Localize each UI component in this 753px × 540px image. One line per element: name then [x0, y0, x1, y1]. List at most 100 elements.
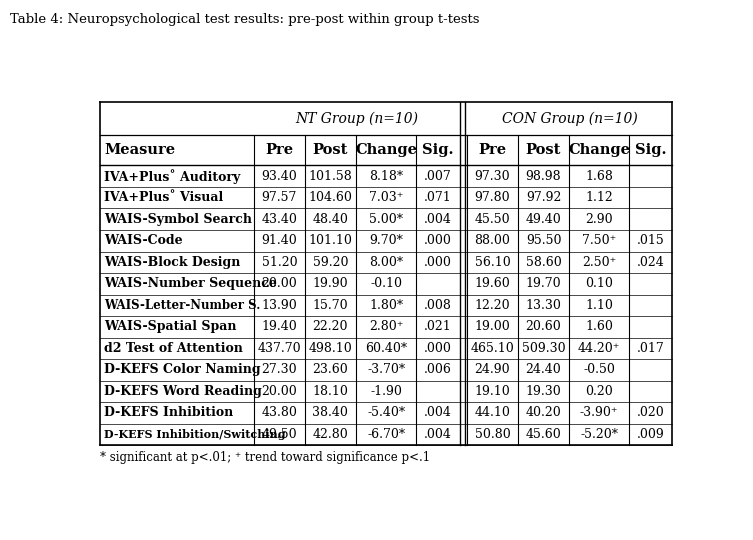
Text: 43.40: 43.40	[261, 213, 297, 226]
Text: 15.70: 15.70	[312, 299, 348, 312]
Text: Pre: Pre	[265, 144, 294, 158]
Text: 2.90: 2.90	[585, 213, 613, 226]
Text: WAIS-Symbol Search: WAIS-Symbol Search	[104, 213, 252, 226]
Text: 48.40: 48.40	[312, 213, 349, 226]
Text: 1.80*: 1.80*	[369, 299, 403, 312]
Text: 43.80: 43.80	[261, 407, 297, 420]
Text: Table 4: Neuropsychological test results: pre-post within group t-tests: Table 4: Neuropsychological test results…	[10, 14, 480, 26]
Text: 19.40: 19.40	[261, 320, 297, 333]
Text: 0.10: 0.10	[585, 278, 613, 291]
Text: .021: .021	[424, 320, 451, 333]
Text: 98.98: 98.98	[526, 170, 561, 183]
Text: 24.40: 24.40	[526, 363, 562, 376]
Text: 95.50: 95.50	[526, 234, 561, 247]
Text: 51.20: 51.20	[261, 256, 297, 269]
Text: 104.60: 104.60	[309, 191, 352, 204]
Text: -0.10: -0.10	[370, 278, 402, 291]
Text: 13.90: 13.90	[261, 299, 297, 312]
Text: WAIS-Spatial Span: WAIS-Spatial Span	[104, 320, 236, 333]
Text: -5.20*: -5.20*	[581, 428, 618, 441]
Text: -3.70*: -3.70*	[367, 363, 405, 376]
Text: WAIS-Number Sequence: WAIS-Number Sequence	[104, 278, 277, 291]
Text: 7.03⁺: 7.03⁺	[369, 191, 404, 204]
Text: 44.20⁺: 44.20⁺	[578, 342, 620, 355]
Text: 18.10: 18.10	[312, 385, 349, 398]
Text: .009: .009	[637, 428, 664, 441]
Text: Change: Change	[569, 144, 630, 158]
Text: 45.60: 45.60	[526, 428, 562, 441]
Text: 12.20: 12.20	[474, 299, 511, 312]
Text: 437.70: 437.70	[258, 342, 301, 355]
Text: Pre: Pre	[478, 144, 507, 158]
Text: 7.50⁺: 7.50⁺	[582, 234, 616, 247]
Text: IVA+Plus˚ Visual: IVA+Plus˚ Visual	[104, 191, 224, 204]
Text: 58.60: 58.60	[526, 256, 562, 269]
Text: D-KEFS Color Naming: D-KEFS Color Naming	[104, 363, 261, 376]
Text: * significant at p<.01; ⁺ trend toward significance p<.1: * significant at p<.01; ⁺ trend toward s…	[100, 451, 430, 464]
Text: 45.50: 45.50	[474, 213, 511, 226]
Text: .015: .015	[637, 234, 664, 247]
Text: 19.90: 19.90	[312, 278, 348, 291]
Text: D-KEFS Word Reading: D-KEFS Word Reading	[104, 385, 262, 398]
Text: IVA+Plus˚ Auditory: IVA+Plus˚ Auditory	[104, 168, 240, 184]
Text: 20.00: 20.00	[261, 278, 297, 291]
Text: WAIS-Block Design: WAIS-Block Design	[104, 256, 240, 269]
Text: 44.10: 44.10	[474, 407, 511, 420]
Text: WAIS-Letter-Number S.: WAIS-Letter-Number S.	[104, 299, 261, 312]
Text: 9.70*: 9.70*	[369, 234, 403, 247]
Text: 2.80⁺: 2.80⁺	[369, 320, 404, 333]
Text: 49.50: 49.50	[261, 428, 297, 441]
Text: .071: .071	[424, 191, 451, 204]
Text: 8.18*: 8.18*	[369, 170, 403, 183]
Text: 60.40*: 60.40*	[365, 342, 407, 355]
Text: .004: .004	[423, 213, 451, 226]
Text: -1.90: -1.90	[370, 385, 402, 398]
Text: .020: .020	[637, 407, 664, 420]
Text: 38.40: 38.40	[312, 407, 349, 420]
Text: 97.80: 97.80	[474, 191, 511, 204]
Text: 2.50⁺: 2.50⁺	[582, 256, 616, 269]
Text: 49.40: 49.40	[526, 213, 562, 226]
Text: .004: .004	[423, 407, 451, 420]
Text: 8.00*: 8.00*	[369, 256, 403, 269]
Text: .017: .017	[637, 342, 664, 355]
Text: Post: Post	[526, 144, 561, 158]
Text: 27.30: 27.30	[261, 363, 297, 376]
Text: 0.20: 0.20	[585, 385, 613, 398]
Text: 42.80: 42.80	[312, 428, 349, 441]
Text: .004: .004	[423, 428, 451, 441]
Text: 13.30: 13.30	[526, 299, 562, 312]
Text: 59.20: 59.20	[312, 256, 348, 269]
Text: 20.60: 20.60	[526, 320, 562, 333]
Text: CON Group (n=10): CON Group (n=10)	[501, 112, 637, 126]
Text: .000: .000	[423, 342, 451, 355]
Text: .000: .000	[423, 234, 451, 247]
Text: -3.90⁺: -3.90⁺	[580, 407, 618, 420]
Text: -5.40*: -5.40*	[367, 407, 405, 420]
Text: .008: .008	[423, 299, 451, 312]
Text: .000: .000	[423, 256, 451, 269]
Text: 97.57: 97.57	[262, 191, 297, 204]
Text: D-KEFS Inhibition/Switching: D-KEFS Inhibition/Switching	[104, 429, 285, 440]
Text: -6.70*: -6.70*	[367, 428, 405, 441]
Text: 24.90: 24.90	[474, 363, 511, 376]
Text: Post: Post	[312, 144, 348, 158]
Text: 19.70: 19.70	[526, 278, 561, 291]
Text: .007: .007	[424, 170, 451, 183]
Text: 91.40: 91.40	[261, 234, 297, 247]
Text: 1.60: 1.60	[585, 320, 613, 333]
Text: Sig.: Sig.	[422, 144, 453, 158]
Text: 40.20: 40.20	[526, 407, 562, 420]
Text: 465.10: 465.10	[471, 342, 514, 355]
Text: 19.60: 19.60	[474, 278, 511, 291]
Text: 56.10: 56.10	[474, 256, 511, 269]
Text: .024: .024	[637, 256, 664, 269]
Text: 101.10: 101.10	[309, 234, 352, 247]
Text: 5.00*: 5.00*	[369, 213, 403, 226]
Text: 509.30: 509.30	[522, 342, 566, 355]
Text: d2 Test of Attention: d2 Test of Attention	[104, 342, 243, 355]
Text: Change: Change	[355, 144, 417, 158]
Text: 88.00: 88.00	[474, 234, 511, 247]
Text: 97.92: 97.92	[526, 191, 561, 204]
Text: 23.60: 23.60	[312, 363, 349, 376]
